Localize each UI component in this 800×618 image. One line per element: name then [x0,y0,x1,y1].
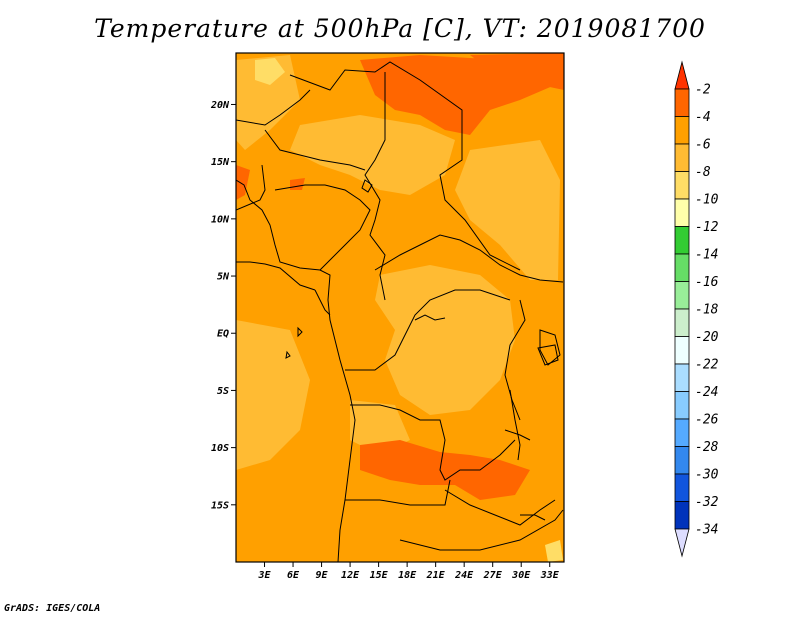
colorbar-label: -8 [695,165,711,180]
border-east-2 [539,329,561,366]
coastline-guinea [236,261,316,291]
border-sahara-2 [236,89,311,126]
border-zambia [444,489,556,526]
colorbar-label: -20 [695,330,719,345]
colorbar-label: -24 [695,385,718,400]
colorbar-segment [674,171,690,200]
border-south-africa [399,509,564,551]
cool-patch-congo [375,265,515,415]
lat-tick-label: 5N [217,272,230,283]
colorbar-segment [674,226,690,255]
border-east-1 [504,299,526,421]
coast-bight [314,289,331,316]
lat-tick-label: 10S [211,443,229,454]
colorbar-label: -12 [695,220,719,235]
cool-patch-east [455,140,560,280]
border-car [374,234,564,283]
colorbar-segment [674,363,690,392]
lake-chad [361,179,373,193]
lon-tick-label: 6E [287,570,300,581]
colorbar-segment [674,391,690,420]
border-angola [345,479,451,506]
country-borders [236,61,564,562]
colorbar-segment [674,281,690,310]
coast-squiggle-1 [414,314,446,321]
border-nigeria [274,184,371,271]
lat-tick-label: 5S [217,386,229,397]
colorbar-top-arrow [674,60,690,90]
colorbar-label: -28 [695,440,719,455]
cool-patch-sahara [290,115,455,195]
cool-patch-west-coast [236,55,300,150]
lat-tick-label: 20N [210,100,230,111]
colorbar-segment [674,308,690,337]
lon-tick-label: 30E [511,570,531,581]
coolest-patch-southeast [545,540,563,562]
lon-tick-label: 9E [316,570,329,581]
coast-squiggle-2 [504,429,531,441]
colorbar-segment [674,116,690,145]
colorbar-segment [674,473,690,502]
lat-tick-label: 15N [211,157,230,168]
warm-patch-northeast [470,53,564,90]
colorbar-label: -4 [695,110,711,125]
colorbar-label: -10 [695,193,719,208]
lon-tick-label: 3E [257,570,271,581]
lat-tick-label: 15S [211,500,229,511]
lon-tick-label: 18E [398,570,417,581]
border-niger [264,129,366,171]
coast-squiggle-3 [520,514,546,521]
temperature-field [236,53,564,562]
colorbar-segment [674,501,690,530]
lon-tick-label: 21E [426,570,446,581]
colorbar-segment [674,198,690,227]
colorbar-label: -18 [695,303,719,318]
colorbar-segment [674,418,690,447]
warm-patch-north [360,55,555,135]
lake-tanganyika [509,389,521,461]
colorbar-segment [674,143,690,172]
colorbar-segment [674,253,690,282]
lon-tick-label: 27E [483,570,503,581]
credit-text: GrADS: IGES/COLA [4,603,101,614]
colorbar-label: -34 [695,523,718,538]
lon-tick-label: 33E [540,570,560,581]
border-mali [236,164,266,211]
warm-patch-south [360,440,530,500]
colorbar-label: -6 [695,138,711,153]
colorbar-label: -16 [695,275,719,290]
colorbar-label: -32 [695,495,719,510]
colorbar-segment [674,88,690,117]
colorbar-segment [674,446,690,475]
coastline-west-africa [236,179,356,562]
cool-patch-ocean [236,320,310,470]
lat-tick-label: EQ [217,329,229,340]
map-title: Temperature at 500hPa [C], VT: 201908170… [94,14,706,43]
colorbar-label: -14 [695,248,718,263]
longitude-axis: 3E 6E 9E 12E 15E 18E 21E 24E 27E 30E 33E [257,562,560,581]
lat-tick-label: 10N [211,214,230,225]
colorbar-label: -22 [695,358,719,373]
colorbar-label: -2 [695,83,711,98]
colorbar: -2 -4 -6 -8 -10 -12 -14 -16 -18 -20 -22 -24 -26 -28 -3… [674,60,719,558]
colorbar-bottom-arrow [674,528,690,558]
island-1 [297,326,303,338]
island-2 [285,350,291,359]
latitude-axis: 20N 15N 10N 5N EQ 5S 10S 15S [210,100,236,511]
map-frame [235,52,565,563]
border-drc-south [350,404,516,481]
border-sahara-1 [289,61,521,271]
lon-tick-label: 12E [341,570,360,581]
colorbar-label: -30 [695,468,719,483]
lon-tick-label: 24E [454,570,474,581]
border-drc [345,289,511,371]
warm-patch-west [236,165,250,200]
coolest-patch-northwest [255,58,285,85]
colorbar-segment [674,336,690,365]
lake-victoria [537,344,559,366]
lon-tick-label: 15E [370,570,389,581]
colorbar-label: -26 [695,413,719,428]
